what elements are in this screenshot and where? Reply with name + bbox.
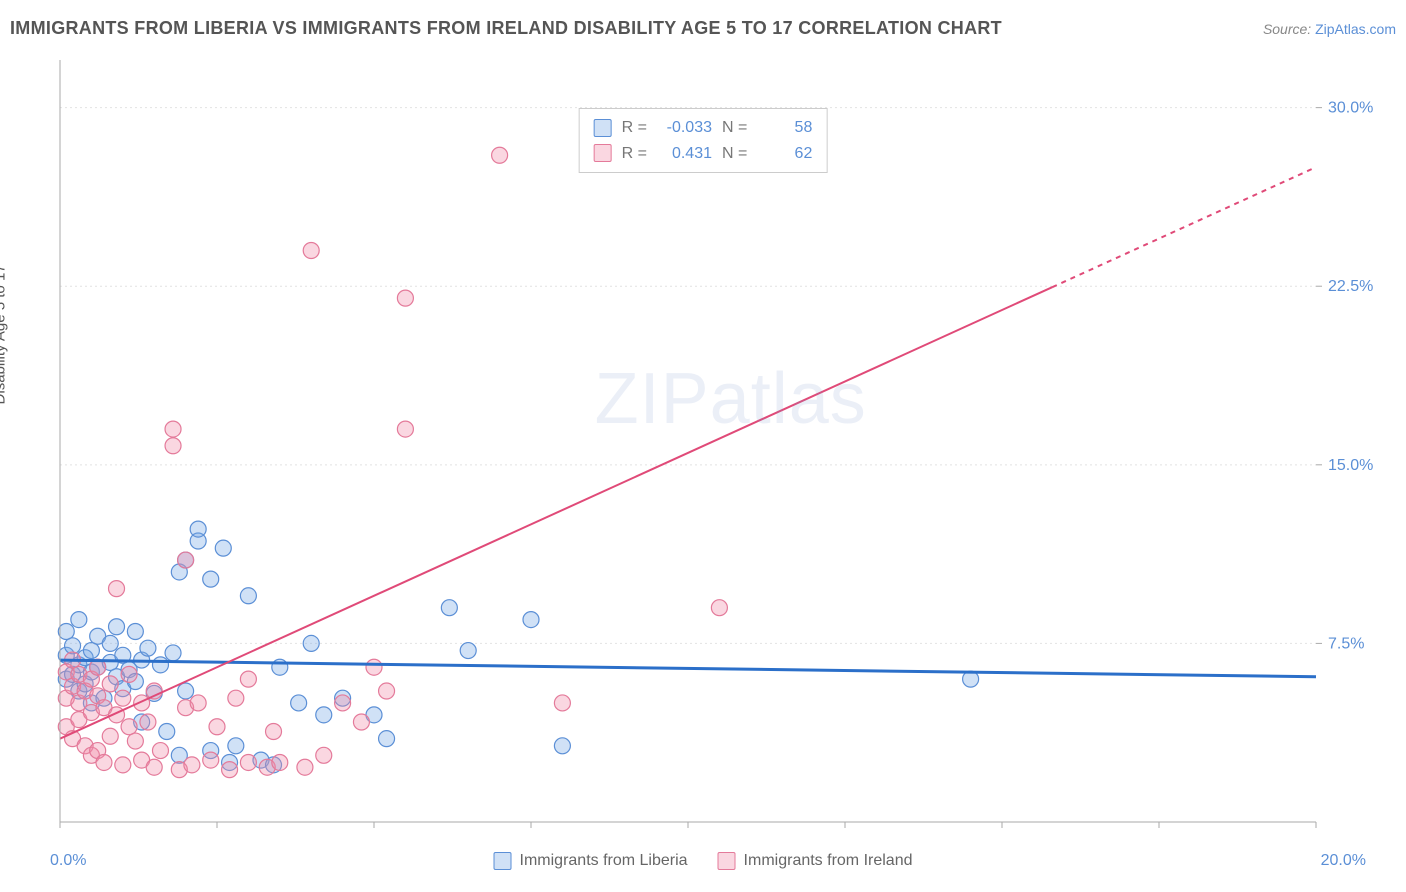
n-label: N = — [722, 115, 747, 141]
legend-row-ireland: R = 0.431 N = 62 — [594, 141, 813, 167]
swatch-liberia — [494, 852, 512, 870]
svg-text:30.0%: 30.0% — [1328, 100, 1373, 117]
swatch-liberia — [594, 119, 612, 137]
svg-text:22.5%: 22.5% — [1328, 278, 1373, 295]
svg-text:15.0%: 15.0% — [1328, 457, 1373, 474]
x-axis-min: 0.0% — [50, 852, 86, 870]
r-value-ireland: 0.431 — [657, 141, 712, 167]
scatter-chart: 7.5% 15.0% 22.5% 30.0% — [10, 50, 1396, 882]
chart-title: IMMIGRANTS FROM LIBERIA VS IMMIGRANTS FR… — [10, 18, 1002, 39]
legend-label-liberia: Immigrants from Liberia — [520, 852, 688, 870]
legend-item-liberia: Immigrants from Liberia — [494, 852, 688, 870]
legend-item-ireland: Immigrants from Ireland — [718, 852, 913, 870]
r-label: R = — [622, 115, 647, 141]
swatch-ireland — [594, 144, 612, 162]
source-prefix: Source: — [1263, 21, 1315, 37]
header: IMMIGRANTS FROM LIBERIA VS IMMIGRANTS FR… — [10, 18, 1396, 39]
n-label: N = — [722, 141, 747, 167]
y-axis-label: Disability Age 5 to 17 — [0, 264, 9, 404]
legend-row-liberia: R = -0.033 N = 58 — [594, 115, 813, 141]
series-legend: Immigrants from Liberia Immigrants from … — [494, 852, 913, 870]
chart-area: Disability Age 5 to 17 7.5%15.0%22.5%30.… — [10, 50, 1396, 882]
n-value-liberia: 58 — [757, 115, 812, 141]
r-value-liberia: -0.033 — [657, 115, 712, 141]
source-attribution: Source: ZipAtlas.com — [1263, 21, 1396, 37]
svg-text:7.5%: 7.5% — [1328, 635, 1364, 652]
source-link[interactable]: ZipAtlas.com — [1315, 21, 1396, 37]
legend-label-ireland: Immigrants from Ireland — [744, 852, 913, 870]
r-label: R = — [622, 141, 647, 167]
correlation-legend: R = -0.033 N = 58 R = 0.431 N = 62 — [579, 108, 828, 173]
swatch-ireland — [718, 852, 736, 870]
n-value-ireland: 62 — [757, 141, 812, 167]
x-axis-max: 20.0% — [1321, 852, 1366, 870]
